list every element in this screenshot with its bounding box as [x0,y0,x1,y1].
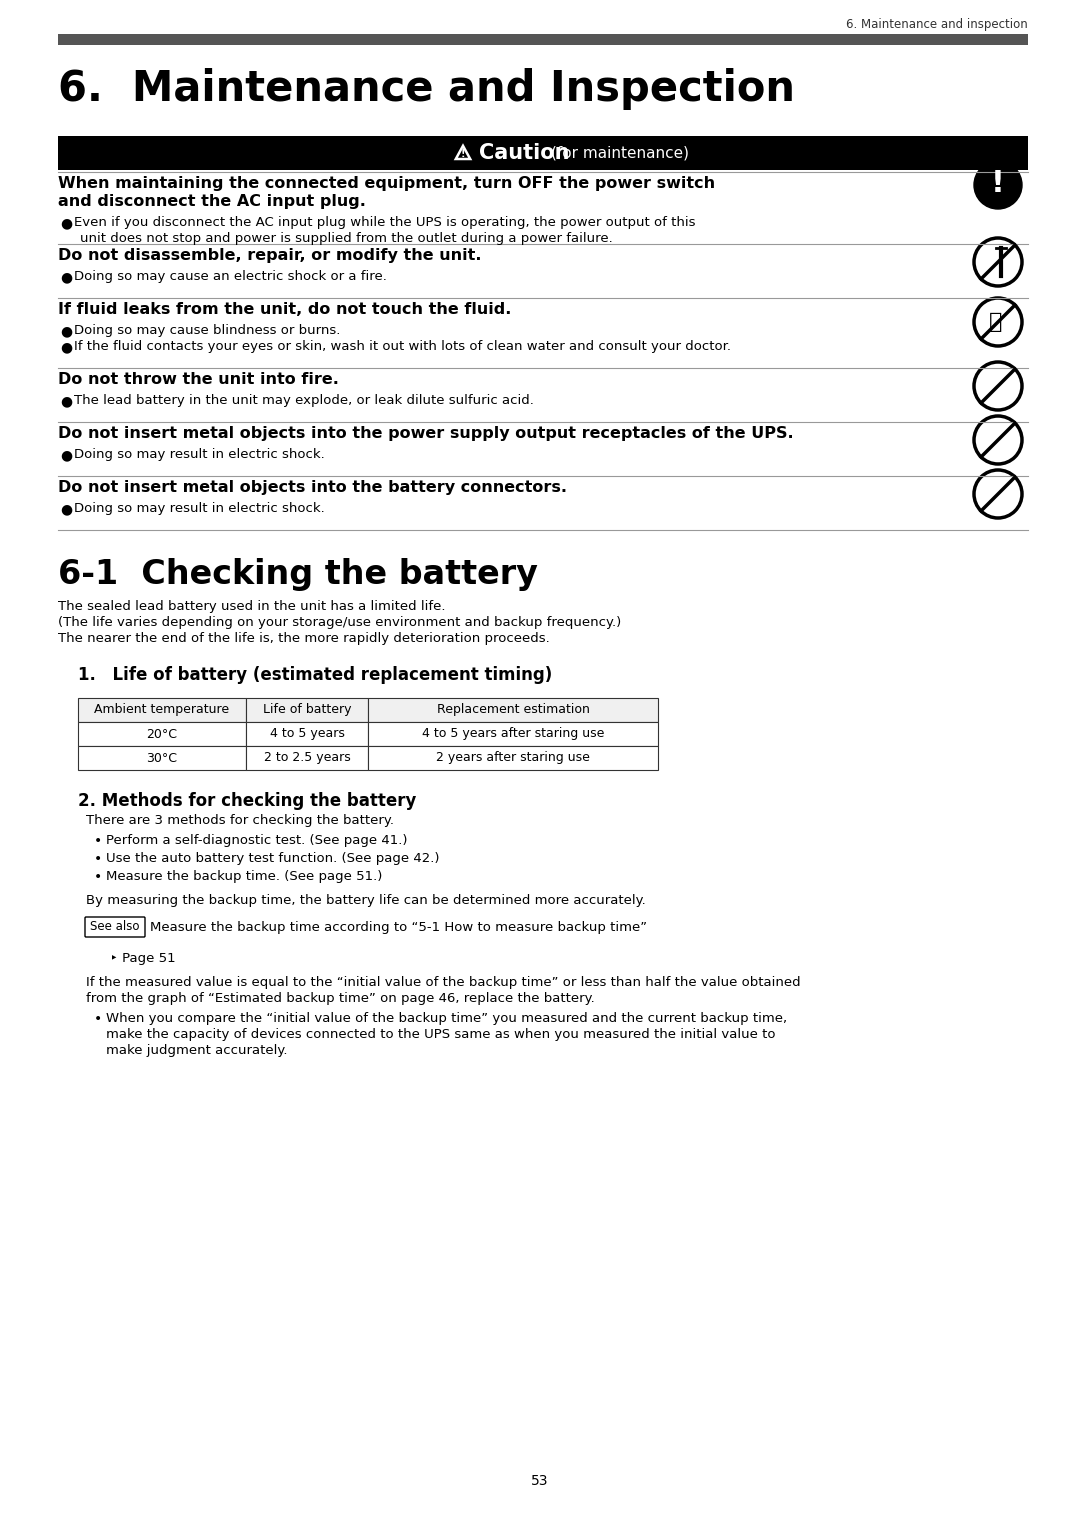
Text: Perform a self-diagnostic test. (See page 41.): Perform a self-diagnostic test. (See pag… [106,835,407,847]
Text: If the measured value is equal to the “initial value of the backup time” or less: If the measured value is equal to the “i… [86,977,800,989]
Text: ●: ● [60,502,72,516]
FancyBboxPatch shape [246,722,368,746]
Text: ●: ● [60,340,72,354]
Text: Do not insert metal objects into the power supply output receptacles of the UPS.: Do not insert metal objects into the pow… [58,426,794,441]
Text: (The life varies depending on your storage/use environment and backup frequency.: (The life varies depending on your stora… [58,617,621,629]
Text: By measuring the backup time, the battery life can be determined more accurately: By measuring the backup time, the batter… [86,894,646,906]
Text: ●: ● [60,324,72,337]
Text: 2 to 2.5 years: 2 to 2.5 years [264,751,350,765]
Text: •: • [94,1012,103,1025]
FancyBboxPatch shape [85,917,145,937]
Text: Doing so may cause blindness or burns.: Doing so may cause blindness or burns. [75,324,340,337]
Text: Do not throw the unit into fire.: Do not throw the unit into fire. [58,372,339,388]
Text: 6-1  Checking the battery: 6-1 Checking the battery [58,559,538,591]
Text: and disconnect the AC input plug.: and disconnect the AC input plug. [58,194,366,209]
Text: 30°C: 30°C [147,751,177,765]
Text: 53: 53 [531,1474,549,1488]
FancyBboxPatch shape [368,746,658,771]
Text: •: • [94,852,103,865]
Text: 20°C: 20°C [147,728,177,740]
Text: ‣ Page 51: ‣ Page 51 [110,952,176,964]
Text: •: • [94,870,103,884]
Text: Do not insert metal objects into the battery connectors.: Do not insert metal objects into the bat… [58,481,567,494]
Text: Replacement estimation: Replacement estimation [436,703,590,717]
FancyBboxPatch shape [58,34,1028,44]
FancyBboxPatch shape [78,697,246,722]
Text: See also: See also [91,920,139,934]
Text: If the fluid contacts your eyes or skin, wash it out with lots of clean water an: If the fluid contacts your eyes or skin,… [75,340,731,353]
Text: There are 3 methods for checking the battery.: There are 3 methods for checking the bat… [86,813,394,827]
Text: Use the auto battery test function. (See page 42.): Use the auto battery test function. (See… [106,852,440,865]
Text: The nearer the end of the life is, the more rapidly deterioration proceeds.: The nearer the end of the life is, the m… [58,632,550,645]
Text: 6. Maintenance and inspection: 6. Maintenance and inspection [847,18,1028,31]
Text: Doing so may cause an electric shock or a fire.: Doing so may cause an electric shock or … [75,270,387,282]
FancyBboxPatch shape [246,697,368,722]
Text: Even if you disconnect the AC input plug while the UPS is operating, the power o: Even if you disconnect the AC input plug… [75,217,696,229]
Text: ●: ● [60,217,72,230]
Text: 4 to 5 years after staring use: 4 to 5 years after staring use [422,728,604,740]
Text: 2 years after staring use: 2 years after staring use [436,751,590,765]
Text: Doing so may result in electric shock.: Doing so may result in electric shock. [75,502,325,514]
FancyBboxPatch shape [246,746,368,771]
FancyBboxPatch shape [368,722,658,746]
Text: 2. Methods for checking the battery: 2. Methods for checking the battery [78,792,417,810]
Text: Life of battery: Life of battery [262,703,351,717]
FancyBboxPatch shape [78,746,246,771]
Text: When maintaining the connected equipment, turn OFF the power switch: When maintaining the connected equipment… [58,175,715,191]
Text: Ambient temperature: Ambient temperature [94,703,230,717]
Circle shape [974,162,1022,209]
Text: 1. Life of battery (estimated replacement timing): 1. Life of battery (estimated replacemen… [78,665,552,684]
Text: Caution: Caution [480,143,577,163]
Text: Measure the backup time according to “5-1 How to measure backup time”: Measure the backup time according to “5-… [150,920,647,934]
Text: !: ! [991,168,1004,197]
Text: When you compare the “initial value of the backup time” you measured and the cur: When you compare the “initial value of t… [106,1012,787,1025]
FancyBboxPatch shape [58,136,1028,169]
Text: •: • [94,835,103,848]
FancyBboxPatch shape [368,697,658,722]
Text: (for maintenance): (for maintenance) [551,145,689,160]
Text: make the capacity of devices connected to the UPS same as when you measured the : make the capacity of devices connected t… [106,1029,775,1041]
FancyBboxPatch shape [78,722,246,746]
Text: 6.  Maintenance and Inspection: 6. Maintenance and Inspection [58,69,795,110]
Text: ●: ● [60,270,72,284]
Text: The lead battery in the unit may explode, or leak dilute sulfuric acid.: The lead battery in the unit may explode… [75,394,534,407]
Text: Do not disassemble, repair, or modify the unit.: Do not disassemble, repair, or modify th… [58,249,482,262]
Text: unit does not stop and power is supplied from the outlet during a power failure.: unit does not stop and power is supplied… [80,232,612,246]
Text: ●: ● [60,449,72,462]
Text: 4 to 5 years: 4 to 5 years [270,728,345,740]
Text: Measure the backup time. (See page 51.): Measure the backup time. (See page 51.) [106,870,382,884]
Text: from the graph of “Estimated backup time” on page 46, replace the battery.: from the graph of “Estimated backup time… [86,992,595,1006]
Text: Doing so may result in electric shock.: Doing so may result in electric shock. [75,449,325,461]
Text: make judgment accurately.: make judgment accurately. [106,1044,287,1058]
Text: The sealed lead battery used in the unit has a limited life.: The sealed lead battery used in the unit… [58,600,446,613]
Text: !: ! [461,148,465,159]
Text: If fluid leaks from the unit, do not touch the fluid.: If fluid leaks from the unit, do not tou… [58,302,511,317]
Text: ✋: ✋ [989,311,1002,333]
Text: ●: ● [60,394,72,407]
